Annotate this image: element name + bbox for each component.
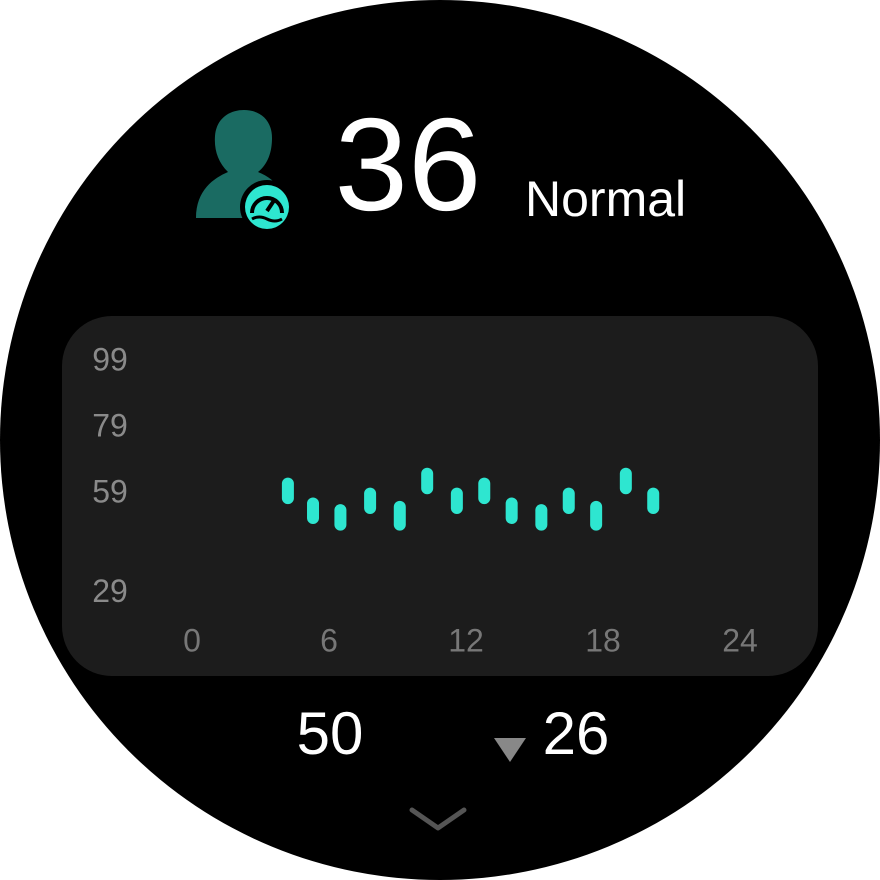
x-tick-label: 0: [183, 622, 201, 658]
range-bar: [535, 504, 548, 531]
range-bar: [307, 497, 320, 524]
range-bar: [590, 500, 603, 531]
stress-value: 36: [335, 91, 482, 238]
range-bar: [364, 487, 377, 515]
range-bar: [421, 467, 434, 495]
range-bar: [478, 477, 491, 505]
range-bar: [393, 500, 406, 531]
stress-icon: [196, 110, 294, 234]
x-tick-label: 18: [585, 622, 621, 658]
range-bar: [562, 487, 575, 515]
plot: 29 59 79 99 0 6 12 18 24: [92, 341, 758, 658]
range-bar: [619, 467, 632, 495]
y-tick-label: 29: [92, 573, 128, 609]
footer-left-value: 50: [297, 700, 364, 767]
scroll-down[interactable]: [409, 807, 467, 831]
y-tick-label: 59: [92, 474, 128, 510]
range-bar: [281, 477, 294, 505]
y-tick-label: 99: [92, 341, 128, 377]
range-bar: [647, 487, 660, 515]
chart-card: [62, 316, 818, 676]
footer-right-value: 26: [543, 700, 610, 767]
x-tick-label: 24: [722, 622, 758, 658]
range-bar: [505, 497, 518, 524]
range-bar: [450, 487, 463, 515]
x-tick-label: 6: [320, 622, 338, 658]
stress-status: Normal: [525, 171, 686, 227]
down-arrow: [494, 738, 526, 762]
x-tick-label: 12: [448, 622, 484, 658]
y-tick-label: 79: [92, 407, 128, 443]
range-bar: [334, 504, 347, 531]
